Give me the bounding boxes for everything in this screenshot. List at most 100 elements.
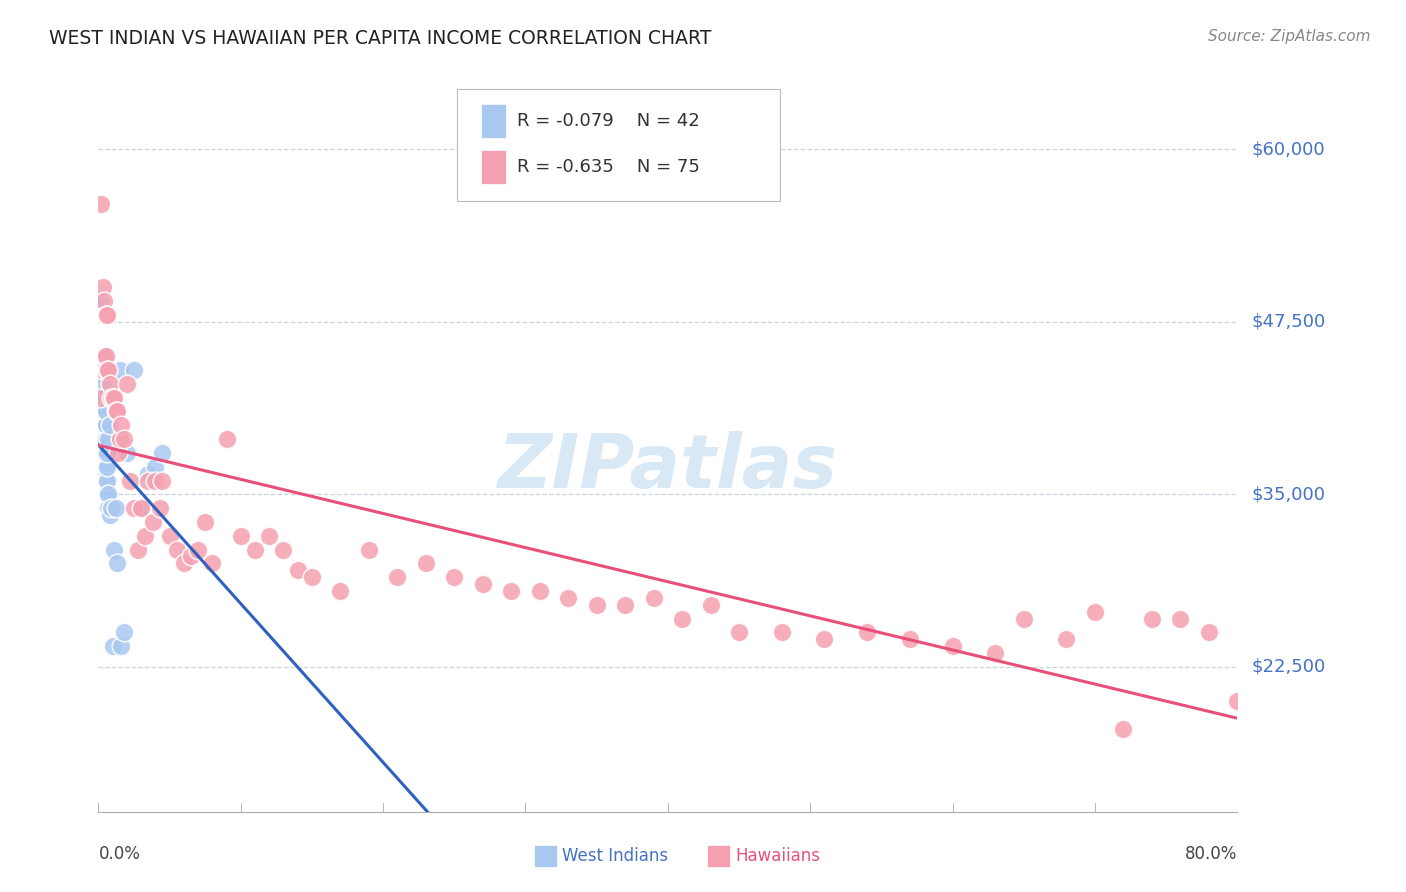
Point: [194, 515, 217, 529]
Point: [91, 404, 114, 418]
Point: [134, 529, 156, 543]
Point: [301, 570, 323, 584]
Point: [89, 294, 111, 309]
Point: [942, 639, 965, 653]
Point: [105, 557, 128, 571]
Point: [96, 474, 118, 488]
Point: [201, 557, 224, 571]
Point: [97, 501, 120, 516]
Point: [91, 363, 114, 377]
Point: [110, 418, 132, 433]
Point: [1112, 722, 1135, 736]
Point: [112, 432, 135, 446]
Point: [115, 376, 138, 391]
Point: [243, 542, 266, 557]
Point: [91, 376, 114, 391]
Point: [145, 459, 167, 474]
Point: [728, 625, 751, 640]
Point: [94, 418, 117, 433]
Point: [100, 391, 122, 405]
Point: [159, 529, 181, 543]
Point: [94, 308, 117, 322]
Point: [96, 349, 118, 363]
Point: [96, 459, 118, 474]
Point: [136, 474, 159, 488]
Point: [94, 446, 117, 460]
Point: [1084, 605, 1107, 619]
Point: [97, 432, 120, 446]
Point: [93, 404, 115, 418]
Point: [93, 418, 115, 433]
Point: [614, 598, 637, 612]
Point: [90, 459, 112, 474]
Point: [273, 542, 295, 557]
Text: 0.0%: 0.0%: [98, 845, 141, 863]
Point: [101, 391, 124, 405]
Point: [94, 349, 117, 363]
Point: [145, 474, 167, 488]
Point: [415, 557, 437, 571]
Point: [1140, 611, 1163, 625]
Text: ZIPatlas: ZIPatlas: [498, 432, 838, 505]
Point: [770, 625, 793, 640]
Point: [387, 570, 409, 584]
Point: [89, 391, 111, 405]
Point: [91, 411, 114, 425]
Point: [98, 418, 121, 433]
Point: [94, 474, 117, 488]
Point: [813, 632, 835, 647]
Point: [96, 308, 118, 322]
Point: [671, 611, 693, 625]
Point: [127, 542, 149, 557]
Point: [122, 363, 145, 377]
Point: [94, 432, 117, 446]
Text: $35,000: $35,000: [1251, 485, 1326, 503]
Point: [103, 391, 125, 405]
Point: [115, 446, 138, 460]
Point: [557, 591, 579, 605]
Point: [93, 446, 115, 460]
Point: [91, 363, 114, 377]
Point: [100, 501, 122, 516]
Point: [104, 501, 127, 516]
Point: [471, 577, 494, 591]
Point: [90, 197, 112, 211]
Point: [357, 542, 380, 557]
Point: [118, 474, 141, 488]
Text: $47,500: $47,500: [1251, 313, 1326, 331]
Point: [585, 598, 607, 612]
Point: [93, 294, 115, 309]
Text: WEST INDIAN VS HAWAIIAN PER CAPITA INCOME CORRELATION CHART: WEST INDIAN VS HAWAIIAN PER CAPITA INCOM…: [49, 29, 711, 47]
Point: [529, 583, 551, 598]
Text: West Indians: West Indians: [562, 847, 668, 865]
Point: [94, 404, 117, 418]
Point: [152, 474, 174, 488]
Point: [91, 280, 114, 294]
Point: [180, 549, 202, 564]
Point: [984, 646, 1007, 660]
Point: [93, 349, 115, 363]
Point: [97, 487, 120, 501]
Point: [149, 501, 172, 516]
Point: [287, 563, 309, 577]
Point: [856, 625, 879, 640]
Point: [105, 404, 128, 418]
Point: [643, 591, 665, 605]
Point: [129, 501, 152, 516]
Point: [141, 515, 163, 529]
Point: [101, 639, 124, 653]
Point: [96, 363, 118, 377]
Text: 80.0%: 80.0%: [1185, 845, 1237, 863]
Point: [103, 542, 125, 557]
Point: [1012, 611, 1035, 625]
Point: [215, 432, 238, 446]
Point: [93, 391, 115, 405]
Point: [122, 501, 145, 516]
Point: [187, 542, 209, 557]
Text: $22,500: $22,500: [1251, 657, 1326, 676]
Point: [229, 529, 252, 543]
Point: [98, 508, 121, 522]
Point: [108, 363, 131, 377]
Point: [329, 583, 352, 598]
Point: [136, 467, 159, 481]
